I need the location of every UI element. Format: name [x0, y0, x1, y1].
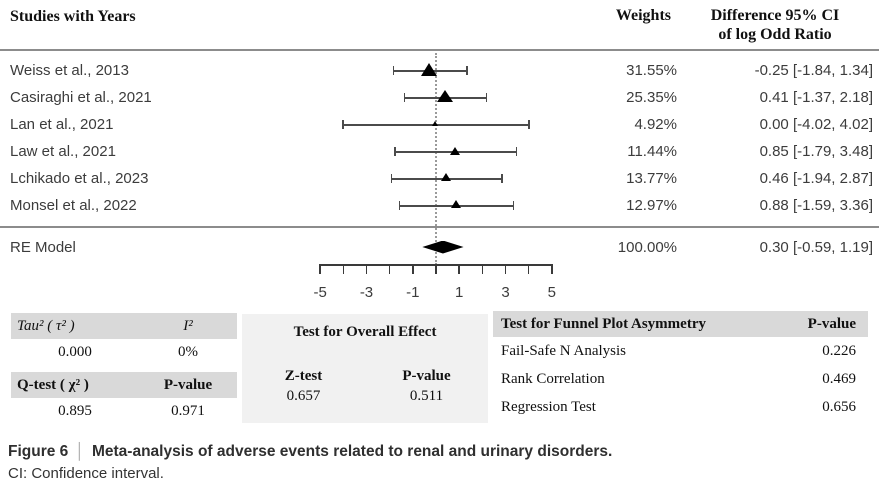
study-ci: 0.41 [-1.37, 2.18] — [759, 89, 873, 106]
heterogeneity-table: Tau² ( τ² ) I² 0.000 0% Q-test ( χ² ) P-… — [11, 313, 237, 424]
difference-column-header: Difference 95% CI of log Odd Ratio — [677, 6, 873, 44]
re-model-ci: 0.30 [-0.59, 1.19] — [759, 239, 873, 256]
caption-note: CI: Confidence interval. — [8, 465, 164, 482]
i2-header: I² — [183, 317, 193, 334]
difference-header-line2: of log Odd Ratio — [718, 26, 832, 43]
caption-title: Meta-analysis of adverse events related … — [91, 443, 613, 460]
x-axis-tick — [412, 264, 414, 274]
figure-number: Figure 6 — [8, 443, 69, 460]
i2-value: 0% — [178, 343, 198, 360]
funnel-row: Fail-Safe N Analysis 0.226 — [493, 337, 868, 365]
study-row: Weiss et al., 2013 31.55% -0.25 [-1.84, … — [0, 57, 879, 84]
re-model-label: RE Model — [10, 239, 76, 256]
study-ci: 0.88 [-1.59, 3.36] — [759, 197, 873, 214]
x-axis-tick-label: 5 — [547, 284, 557, 301]
study-ci: 0.46 [-1.94, 2.87] — [759, 170, 873, 187]
study-weight: 13.77% — [626, 170, 677, 187]
summary-divider-rule — [0, 226, 879, 228]
re-model-row: RE Model 100.00% 0.30 [-0.59, 1.19] — [0, 234, 879, 261]
funnel-row-label: Regression Test — [501, 398, 596, 415]
ztest-header: Z-test — [284, 368, 323, 384]
qtest-pvalue: 0.971 — [171, 402, 205, 419]
study-weight: 4.92% — [634, 116, 677, 133]
study-row: Casiraghi et al., 2021 25.35% 0.41 [-1.3… — [0, 84, 879, 111]
table-gap — [11, 365, 237, 372]
figure-caption: Figure 6 │ Meta-analysis of adverse events… — [8, 443, 612, 482]
x-axis-tick-label: 1 — [454, 284, 464, 301]
x-axis-tick — [504, 264, 507, 274]
x-axis-tick — [435, 264, 437, 274]
study-row: Monsel et al., 2022 12.97% 0.88 [-1.59, … — [0, 192, 879, 219]
funnel-row: Regression Test 0.656 — [493, 393, 868, 421]
study-ci: 0.85 [-1.79, 3.48] — [759, 143, 873, 160]
x-axis-tick — [458, 264, 460, 274]
study-ci: 0.00 [-4.02, 4.02] — [759, 116, 873, 133]
overall-effect-title: Test for Overall Effect — [293, 324, 437, 340]
study-label: Lchikado et al., 2023 — [10, 170, 149, 187]
heterogeneity-value-row: 0.000 0% — [11, 339, 237, 365]
x-axis-tick-label: 3 — [501, 284, 510, 301]
study-row: Lchikado et al., 2023 13.77% 0.46 [-1.94… — [0, 165, 879, 192]
caption-separator: │ — [75, 443, 85, 460]
header-divider-rule — [0, 49, 879, 51]
x-axis-tick-label: -3 — [359, 284, 374, 301]
studies-column-header: Studies with Years — [10, 8, 136, 25]
heterogeneity-header-row: Tau² ( τ² ) I² — [11, 313, 237, 339]
funnel-row: Rank Correlation 0.469 — [493, 365, 868, 393]
overall-effect-panel: Test for Overall Effect Z-test P-value 0… — [242, 314, 488, 423]
ztest-pvalue: 0.511 — [409, 388, 444, 404]
funnel-pvalue-header: P-value — [807, 315, 856, 332]
study-rows: Weiss et al., 2013 31.55% -0.25 [-1.84, … — [0, 57, 879, 219]
difference-header-line1: Difference 95% CI — [710, 7, 840, 24]
study-weight: 31.55% — [626, 62, 677, 79]
study-label: Lan et al., 2021 — [10, 116, 114, 133]
x-axis-tick — [527, 264, 530, 274]
x-axis-tick-label: -5 — [313, 284, 327, 301]
right-column-headers: Weights Difference 95% CI of log Odd Rat… — [601, 6, 873, 44]
study-ci: -0.25 [-1.84, 1.34] — [754, 62, 873, 79]
qtest-value: 0.895 — [58, 402, 92, 419]
x-axis-tick — [481, 264, 484, 274]
x-axis-tick-label: -1 — [406, 284, 420, 301]
tau2-header: Tau² ( τ² ) — [17, 317, 75, 334]
funnel-asymmetry-table: Test for Funnel Plot Asymmetry P-value F… — [493, 311, 868, 421]
ztest-value: 0.657 — [286, 388, 321, 404]
study-weight: 11.44% — [627, 143, 677, 160]
qtest-pvalue-header: P-value — [163, 376, 213, 393]
caption-line1: Figure 6 │ Meta-analysis of adverse events… — [8, 443, 612, 461]
study-label: Casiraghi et al., 2021 — [10, 89, 152, 106]
study-weight: 25.35% — [626, 89, 677, 106]
x-axis-tick — [388, 264, 391, 274]
x-axis-tick — [342, 264, 345, 274]
qtest-header: Q-test ( χ² ) — [17, 376, 89, 393]
x-axis-tick — [365, 264, 368, 274]
x-axis-tick — [551, 264, 553, 274]
study-row: Lan et al., 2021 4.92% 0.00 [-4.02, 4.02… — [0, 111, 879, 138]
funnel-title: Test for Funnel Plot Asymmetry — [501, 315, 706, 332]
study-label: Weiss et al., 2013 — [10, 62, 129, 79]
qtest-value-row: 0.895 0.971 — [11, 398, 237, 424]
funnel-row-label: Fail-Safe N Analysis — [501, 342, 626, 359]
x-axis-tick — [319, 264, 321, 274]
ztest-pvalue-header: P-value — [402, 368, 451, 384]
funnel-row-value: 0.469 — [822, 370, 856, 387]
funnel-header-row: Test for Funnel Plot Asymmetry P-value — [493, 311, 868, 337]
study-row: Law et al., 2021 11.44% 0.85 [-1.79, 3.4… — [0, 138, 879, 165]
study-label: Monsel et al., 2022 — [10, 197, 137, 214]
funnel-row-value: 0.656 — [822, 398, 856, 415]
funnel-row-label: Rank Correlation — [501, 370, 605, 387]
weights-column-header: Weights — [615, 7, 671, 24]
funnel-row-value: 0.226 — [822, 342, 856, 359]
qtest-header-row: Q-test ( χ² ) P-value — [11, 372, 237, 398]
x-axis-line — [320, 264, 552, 266]
re-model-weight: 100.00% — [617, 239, 677, 256]
tau2-value: 0.000 — [58, 343, 92, 360]
study-weight: 12.97% — [626, 197, 677, 214]
study-label: Law et al., 2021 — [10, 143, 116, 160]
